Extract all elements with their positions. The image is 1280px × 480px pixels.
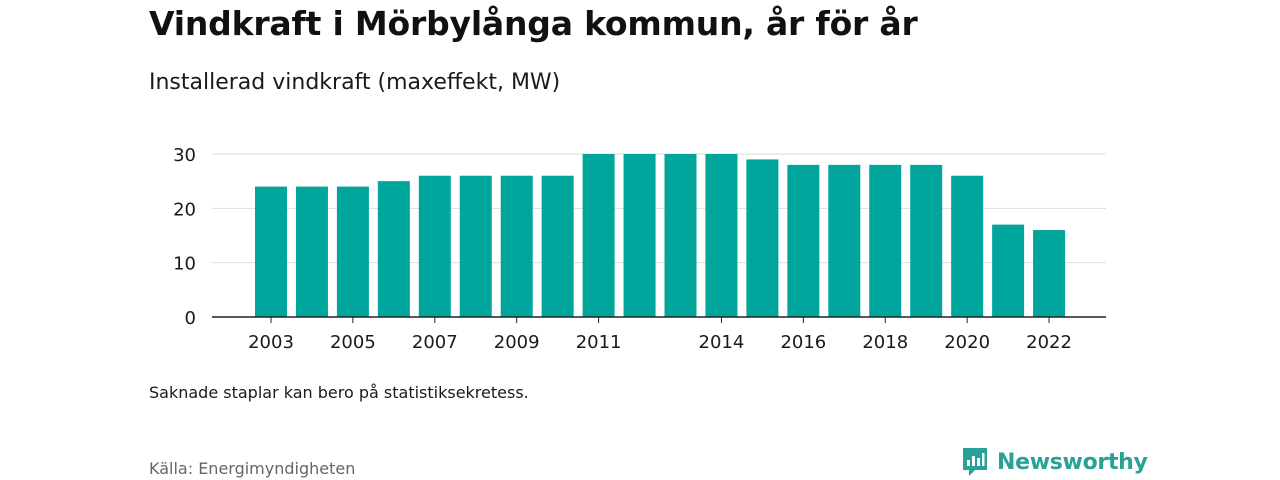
source-note: Källa: Energimyndigheten [149,459,356,478]
bar-2018 [869,164,902,317]
chart-title: Vindkraft i Mörbylånga kommun, år för år [149,4,918,43]
bar-2013 [664,154,697,317]
bar-2003 [255,186,287,317]
bar-2011 [582,154,615,317]
y-axis: 0 10 20 30 [173,145,196,329]
x-tick-label: 2009 [494,332,540,353]
y-tick-label: 30 [173,145,196,166]
x-tick-label: 2018 [862,332,908,353]
bar-chart: 0 10 20 30 2003 2005 2007 2009 2011 2014 2016 2018… [173,145,1106,353]
x-tick-label: 2007 [412,332,458,353]
chart-subtitle: Installerad vindkraft (maxeffekt, MW) [149,70,561,95]
bar-2022 [1033,230,1066,317]
bar-2006 [377,181,410,317]
x-tick-label: 2003 [248,332,294,353]
bar-2017 [828,164,861,317]
x-tick-label: 2014 [699,332,745,353]
x-tick-label: 2005 [330,332,376,353]
brand-logo: Newsworthy [961,446,1148,478]
footnote: Saknade staplar kan bero på statistiksek… [149,383,529,402]
bar-2008 [459,175,492,317]
x-tick-label: 2016 [780,332,826,353]
bars [255,154,1066,317]
x-tick-labels: 2003 2005 2007 2009 2011 2014 2016 2018 2020 2022 [248,317,1072,353]
x-tick-label: 2011 [576,332,622,353]
brand-name: Newsworthy [997,449,1148,475]
y-tick-label: 0 [185,308,196,329]
y-tick-label: 20 [173,199,196,220]
bar-2010 [541,175,574,317]
bar-2004 [295,186,328,317]
bar-2015 [746,159,779,317]
bar-2020 [951,175,984,317]
bar-2012 [623,154,656,317]
x-tick-label: 2022 [1026,332,1072,353]
bar-2005 [336,186,369,317]
bar-2009 [500,175,533,317]
bar-2014 [705,154,738,317]
bar-2021 [992,224,1025,317]
bar-2019 [910,164,943,317]
y-tick-label: 10 [173,254,196,275]
newsworthy-logo-icon [963,448,987,476]
x-tick-label: 2020 [944,332,990,353]
bar-2007 [418,175,451,317]
bar-2016 [787,164,820,317]
